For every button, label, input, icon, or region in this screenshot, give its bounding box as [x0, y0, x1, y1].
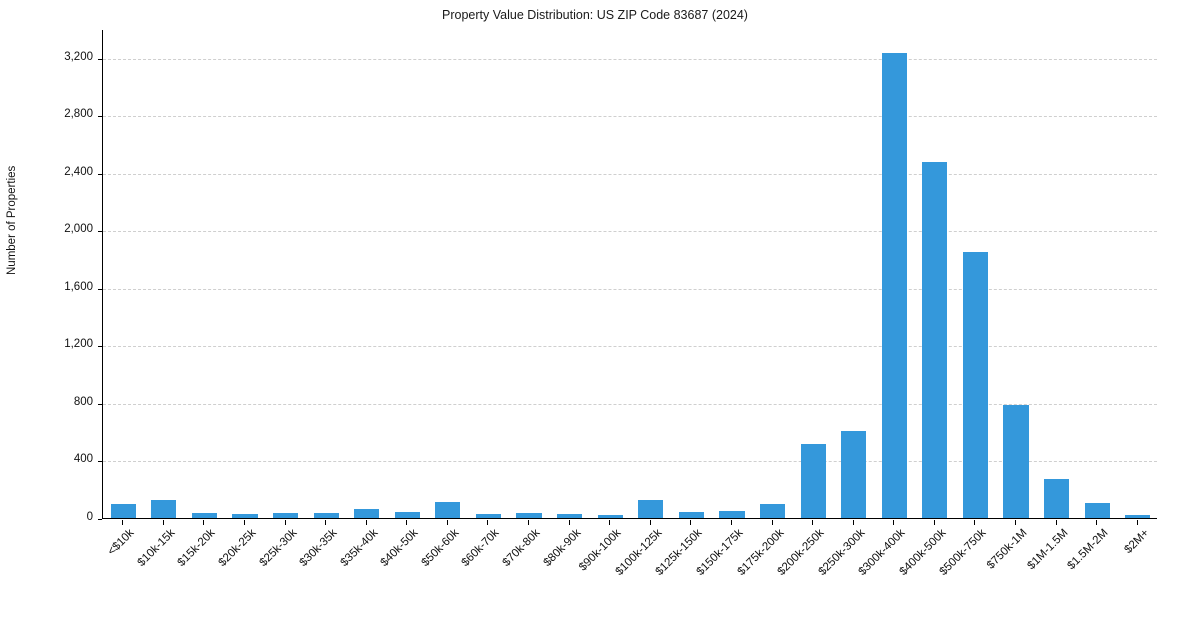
bar: [1043, 479, 1070, 518]
x-tick-mark: [162, 520, 164, 525]
bar: [800, 444, 826, 518]
x-tick-mark: [203, 520, 205, 525]
bar: [435, 502, 461, 518]
gridline: [103, 116, 1157, 118]
bar: [516, 513, 542, 518]
x-tick-mark: [284, 520, 286, 525]
x-tick-mark: [568, 520, 570, 525]
x-tick-mark: [730, 520, 732, 525]
bar: [759, 503, 786, 518]
chart-title: Property Value Distribution: US ZIP Code…: [442, 8, 748, 22]
x-tick-mark: [771, 520, 773, 525]
bar: [394, 511, 420, 518]
bar: [1003, 405, 1029, 518]
x-tick-mark: [933, 520, 935, 525]
y-tick-mark: [97, 231, 102, 233]
x-tick-mark: [690, 520, 692, 525]
y-tick-label: 3,200: [64, 50, 93, 63]
x-tick-mark: [812, 520, 814, 525]
gridline: [103, 403, 1157, 405]
x-tick-mark: [406, 520, 408, 525]
y-tick-label: 2,800: [64, 108, 93, 121]
bar: [678, 512, 704, 518]
gridline: [103, 346, 1157, 348]
plot-area: [102, 30, 1157, 519]
x-tick-mark: [649, 520, 651, 525]
y-tick-mark: [97, 519, 102, 520]
x-tick-mark: [365, 520, 367, 525]
x-tick-mark: [122, 520, 124, 525]
bar: [354, 509, 380, 518]
y-tick-label: 1,600: [64, 280, 93, 293]
bar: [881, 53, 907, 518]
bar: [841, 431, 867, 518]
bar: [110, 504, 136, 518]
y-axis-label: Number of Properties: [6, 165, 18, 275]
gridline: [103, 461, 1157, 463]
gridline: [103, 231, 1157, 233]
x-tick-mark: [446, 520, 448, 525]
chart-figure: Property Value Distribution: US ZIP Code…: [6, 8, 1157, 578]
gridline: [103, 58, 1157, 60]
gridline: [103, 173, 1157, 175]
bar: [273, 512, 299, 518]
y-tick-mark: [97, 173, 102, 175]
bar: [719, 510, 745, 518]
bar: [232, 514, 258, 518]
y-tick-mark: [97, 116, 102, 118]
y-tick-label: 400: [73, 453, 93, 466]
y-tick-label: 800: [73, 395, 93, 408]
bar: [597, 514, 623, 518]
x-tick-mark: [1014, 520, 1016, 525]
x-tick-mark: [325, 520, 327, 525]
bar: [1084, 503, 1110, 518]
y-tick-label: 1,200: [64, 338, 93, 351]
y-tick-mark: [97, 346, 102, 348]
grid-lines: [103, 30, 1157, 518]
y-tick-label: 2,400: [64, 165, 93, 178]
bar: [191, 513, 218, 518]
y-tick-label: 2,000: [64, 223, 93, 236]
bar: [1125, 515, 1151, 518]
bar-series: [103, 29, 1157, 518]
y-tick-label: 0: [86, 511, 93, 523]
y-tick-mark: [97, 288, 102, 290]
bar: [557, 514, 583, 518]
x-tick-mark: [528, 520, 530, 525]
y-tick-mark: [97, 461, 102, 463]
x-tick-mark: [1096, 520, 1098, 525]
bar: [962, 251, 988, 518]
x-tick-mark: [974, 520, 976, 525]
gridline: [103, 288, 1157, 290]
x-tick-mark: [244, 520, 246, 525]
bar: [922, 162, 948, 518]
bar: [151, 500, 177, 518]
x-tick-mark: [487, 520, 489, 525]
x-tick-mark: [609, 520, 611, 525]
x-tick-mark: [1136, 520, 1138, 525]
x-tick-mark: [1055, 520, 1057, 525]
x-tick-mark: [852, 520, 854, 525]
y-tick-mark: [97, 403, 102, 405]
y-tick-mark: [97, 58, 102, 60]
bar: [638, 500, 664, 518]
bar: [313, 512, 339, 518]
bar: [475, 513, 502, 518]
x-tick-mark: [893, 520, 895, 525]
